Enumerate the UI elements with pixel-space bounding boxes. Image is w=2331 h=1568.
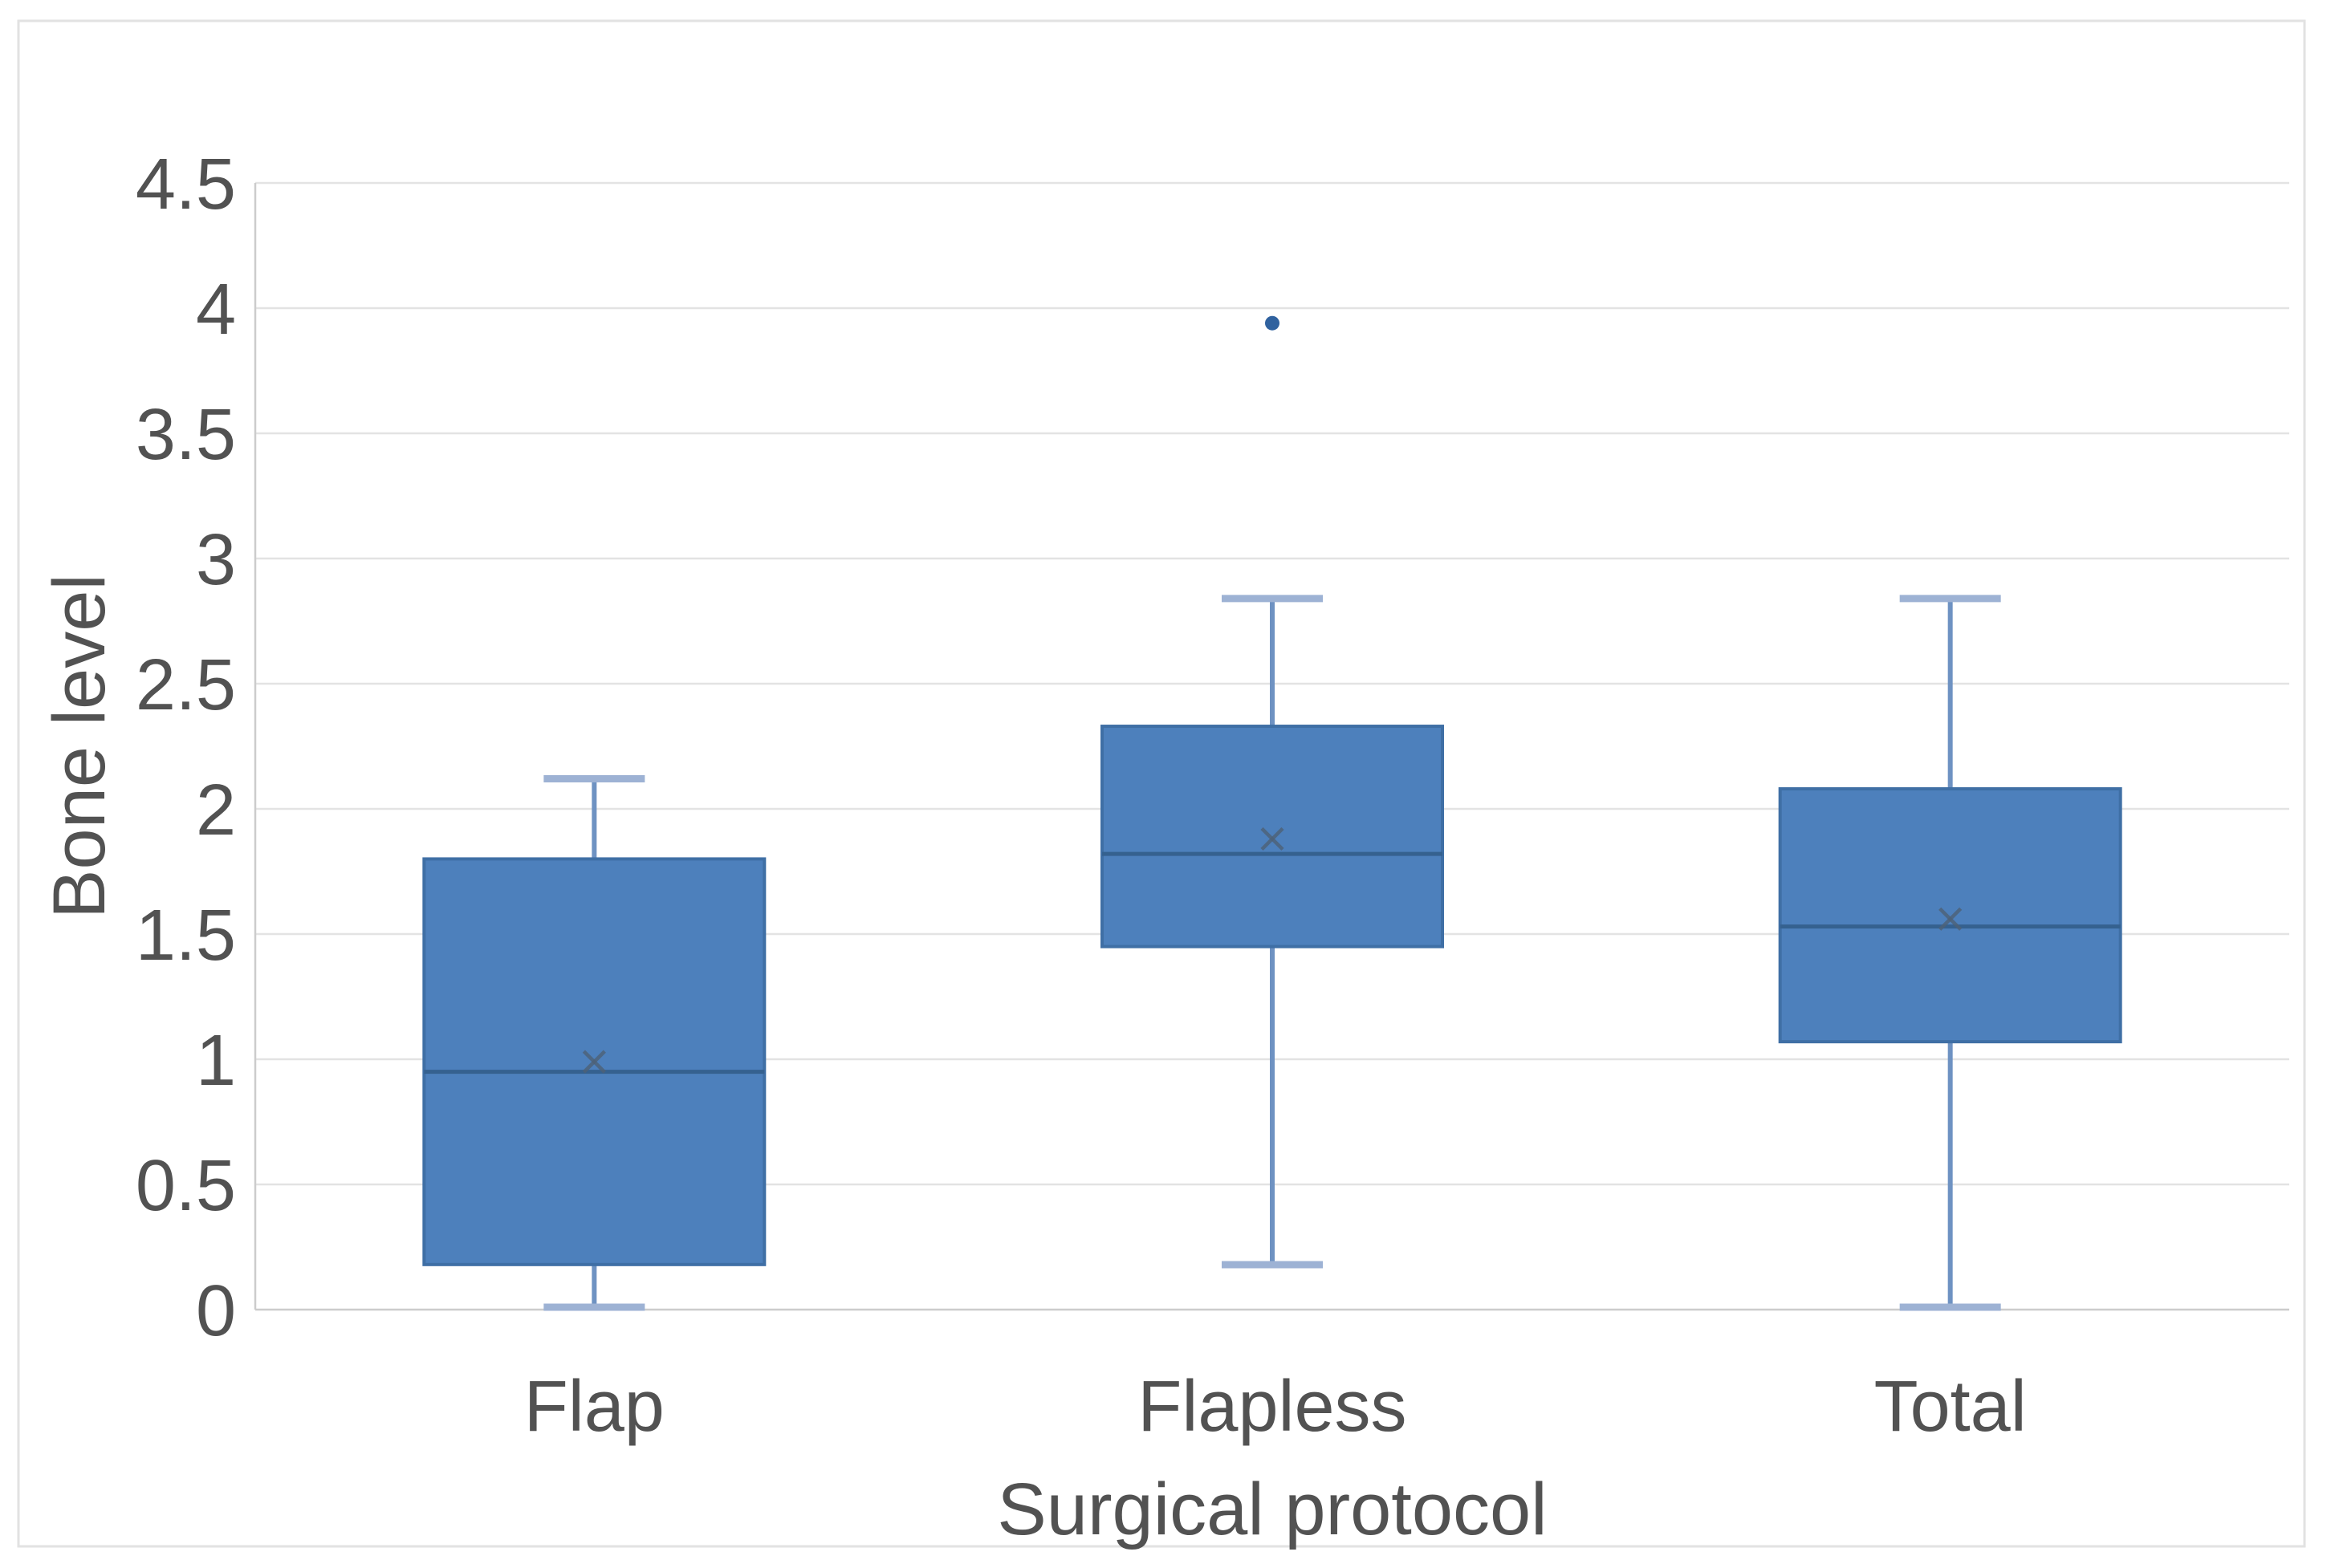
iqr-box xyxy=(1778,787,2122,1044)
y-tick-label: 0.5 xyxy=(136,1146,236,1226)
box-group-total: Total xyxy=(1778,595,2122,1447)
y-tick-label: 1.5 xyxy=(136,896,236,976)
y-axis-title: Bone level xyxy=(39,574,120,919)
y-tick-label: 2 xyxy=(196,770,236,851)
figure-border xyxy=(17,19,2306,1548)
outlier-point xyxy=(1265,315,1279,331)
mean-marker xyxy=(1938,907,1963,931)
y-tick-label: 3.5 xyxy=(136,395,236,475)
y-tick-label: 4 xyxy=(196,270,236,350)
x-axis-title: Surgical protocol xyxy=(997,1468,1547,1550)
plot-area: 0 0.5 1 1.5 2 2.5 3 3.5 4 4.5 Flap Flapless Total xyxy=(136,144,2289,1447)
y-tick-label: 2.5 xyxy=(136,645,236,725)
x-category-label: Total xyxy=(1874,1367,2027,1447)
mean-marker xyxy=(1260,827,1284,851)
y-tick-label: 0 xyxy=(196,1271,236,1351)
y-tick-label: 4.5 xyxy=(136,144,236,225)
x-category-label: Flap xyxy=(524,1367,665,1447)
box-group-flapless: Flapless xyxy=(1100,315,1444,1447)
y-tick-label: 3 xyxy=(196,520,236,600)
box-group-flap: Flap xyxy=(422,775,767,1447)
y-tick-label: 1 xyxy=(196,1021,236,1101)
x-category-label: Flapless xyxy=(1137,1367,1406,1447)
mean-marker xyxy=(582,1050,606,1074)
